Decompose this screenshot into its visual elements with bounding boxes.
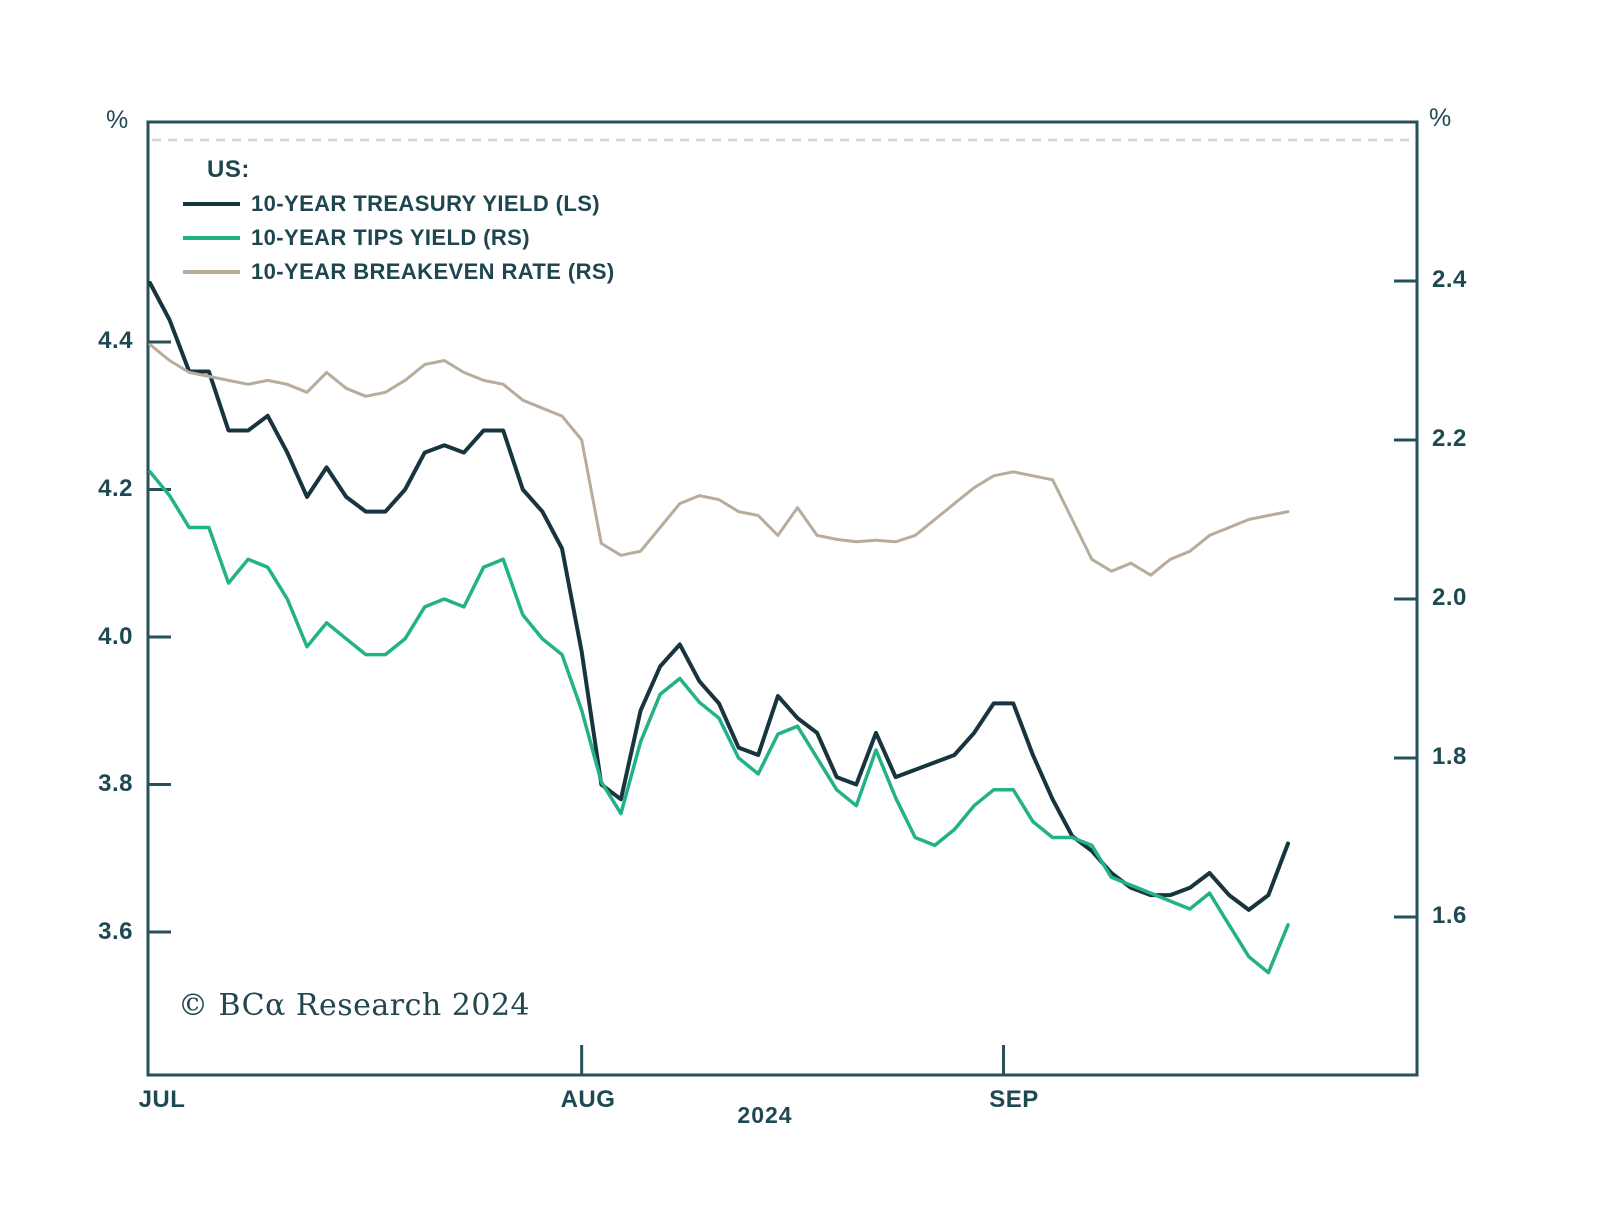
year-label: 2024 xyxy=(737,1102,793,1128)
y-left-axis-unit: % xyxy=(106,106,129,134)
y-left-tick-label: 3.8 xyxy=(98,770,133,797)
y-right-tick-label: 1.8 xyxy=(1432,743,1467,770)
legend-item: 10-YEAR BREAKEVEN RATE (RS) xyxy=(183,259,615,284)
legend-label-tips: 10-YEAR TIPS YIELD (RS) xyxy=(251,225,530,250)
legend-label-treasury: 10-YEAR TREASURY YIELD (LS) xyxy=(251,191,601,216)
legend-item: 10-YEAR TIPS YIELD (RS) xyxy=(183,225,615,250)
breakeven-line-swatch xyxy=(183,270,240,274)
y-left-tick-label: 3.6 xyxy=(98,918,133,945)
tips-line xyxy=(148,470,1290,975)
tips-line-swatch xyxy=(183,236,240,240)
chart-legend: US: 10-YEAR TREASURY YIELD (LS) 10-YEAR … xyxy=(183,156,615,294)
x-tick-label-jul: JUL xyxy=(138,1086,186,1113)
copyright-watermark: © BCα Research 2024 xyxy=(178,988,531,1023)
x-tick-label-aug: AUG xyxy=(560,1086,616,1113)
legend-item: 10-YEAR TREASURY YIELD (LS) xyxy=(183,191,615,216)
y-right-tick-label: 2.2 xyxy=(1432,425,1467,452)
y-left-tick-label: 4.0 xyxy=(98,623,133,650)
y-left-tick-label: 4.4 xyxy=(98,327,133,354)
treasury-line-swatch xyxy=(183,202,240,206)
legend-label-breakeven: 10-YEAR BREAKEVEN RATE (RS) xyxy=(251,259,615,284)
y-right-tick-label: 1.6 xyxy=(1432,902,1467,929)
y-left-tick-label: 4.2 xyxy=(98,475,133,502)
y-right-tick-label: 2.4 xyxy=(1432,266,1467,293)
x-tick-label-sep: SEP xyxy=(989,1086,1039,1113)
y-right-axis-unit: % xyxy=(1429,104,1452,132)
breakeven-line xyxy=(148,343,1290,577)
y-right-tick-label: 2.0 xyxy=(1432,584,1467,611)
legend-title: US: xyxy=(207,156,250,183)
